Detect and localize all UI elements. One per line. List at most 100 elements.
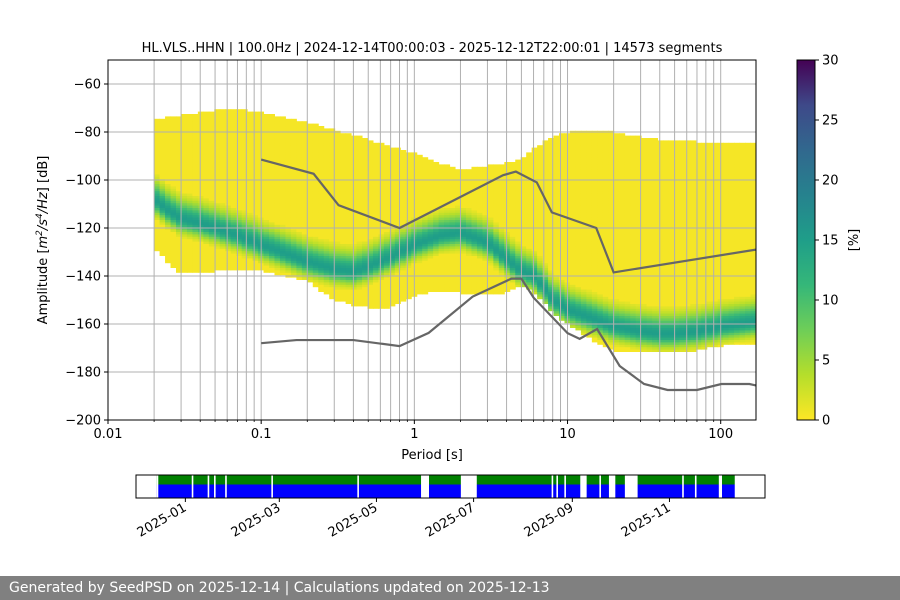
heatmap-cell — [504, 188, 511, 192]
heatmap-cell — [548, 140, 555, 144]
heatmap-cell — [438, 277, 445, 280]
heatmap-cell — [279, 181, 286, 184]
heatmap-cell — [372, 260, 379, 264]
heatmap-cell — [487, 272, 494, 276]
heatmap-cell — [526, 229, 533, 232]
heatmap-cell — [389, 207, 396, 211]
heatmap-cell — [312, 236, 319, 240]
heatmap-cell — [378, 188, 385, 192]
heatmap-cell — [378, 229, 385, 232]
heatmap-cell — [400, 176, 407, 180]
heatmap-cell — [340, 195, 347, 199]
heatmap-cell — [269, 157, 275, 160]
heatmap-cell — [383, 159, 390, 163]
heatmap-cell — [405, 250, 412, 254]
heatmap-cell — [340, 248, 347, 252]
heatmap-cell — [208, 207, 215, 211]
heatmap-cell — [296, 236, 303, 240]
heatmap-cell — [225, 260, 232, 264]
heatmap-cell — [493, 202, 500, 206]
heatmap-cell — [559, 294, 565, 297]
heatmap-cell — [165, 126, 172, 129]
heatmap-cell — [181, 219, 188, 223]
heatmap-cell — [334, 186, 341, 189]
heatmap-cell — [176, 133, 182, 136]
heatmap-cell — [192, 210, 199, 213]
heatmap-cell — [460, 253, 467, 256]
heatmap-cell — [219, 238, 226, 242]
heatmap-cell — [482, 202, 489, 206]
heatmap-cell — [318, 135, 325, 139]
heatmap-cell — [427, 193, 434, 196]
heatmap-cell — [181, 159, 188, 163]
heatmap-cell — [165, 188, 172, 192]
heatmap-cell — [159, 133, 166, 136]
heatmap-cell — [559, 258, 565, 261]
heatmap-cell — [449, 282, 456, 285]
heatmap-cell — [482, 169, 489, 172]
heatmap-cell — [329, 205, 336, 208]
heatmap-cell — [378, 296, 385, 300]
heatmap-cell — [362, 262, 369, 266]
heatmap-cell — [362, 140, 369, 144]
heatmap-cell — [318, 234, 325, 237]
heatmap-cell — [487, 265, 494, 268]
heatmap-cell — [405, 236, 412, 240]
heatmap-cell — [269, 142, 275, 146]
heatmap-cell — [208, 111, 215, 115]
heatmap-cell — [274, 186, 281, 189]
heatmap-cell — [203, 164, 210, 168]
heatmap-cell — [296, 162, 303, 165]
heatmap-cell — [471, 231, 478, 235]
heatmap-cell — [285, 207, 292, 211]
heatmap-cell — [181, 145, 188, 148]
heatmap-column — [520, 157, 527, 288]
heatmap-cell — [334, 260, 341, 264]
heatmap-cell — [394, 267, 401, 271]
heatmap-cell — [509, 193, 516, 196]
heatmap-cell — [279, 238, 286, 242]
heatmap-cell — [526, 205, 533, 208]
heatmap-cell — [236, 222, 243, 225]
heatmap-cell — [526, 241, 533, 244]
heatmap-cell — [274, 142, 281, 146]
heatmap-cell — [537, 284, 544, 288]
heatmap-cell — [378, 294, 385, 297]
heatmap-cell — [230, 164, 237, 168]
heatmap-cell — [531, 217, 538, 220]
heatmap-cell — [301, 217, 308, 220]
heatmap-cell — [345, 142, 352, 146]
heatmap-cell — [186, 166, 193, 170]
heatmap-cell — [307, 152, 314, 156]
heatmap-cell — [269, 133, 275, 136]
heatmap-cell — [214, 128, 221, 132]
heatmap-cell — [559, 241, 565, 244]
heatmap-cell — [176, 255, 182, 259]
heatmap-cell — [394, 272, 401, 276]
heatmap-cell — [362, 289, 369, 292]
heatmap-cell — [356, 166, 363, 170]
heatmap-cell — [367, 250, 374, 254]
heatmap-cell — [230, 186, 237, 189]
heatmap-cell — [296, 231, 303, 235]
heatmap-cell — [559, 286, 565, 290]
heatmap-cell — [285, 186, 292, 189]
heatmap-cell — [515, 270, 522, 273]
heatmap-cell — [312, 267, 319, 271]
heatmap-cell — [252, 140, 259, 144]
heatmap-cell — [487, 262, 494, 266]
heatmap-cell — [329, 198, 336, 201]
heatmap-cell — [466, 169, 472, 172]
heatmap-cell — [569, 195, 576, 199]
heatmap-cell — [372, 193, 379, 196]
heatmap-cell — [362, 286, 369, 290]
heatmap-cell — [285, 265, 292, 268]
heatmap-cell — [263, 229, 270, 232]
heatmap-cell — [389, 258, 396, 261]
heatmap-cell — [548, 255, 555, 259]
heatmap-cell — [329, 246, 336, 249]
heatmap-cell — [296, 174, 303, 177]
heatmap-cell — [542, 157, 549, 160]
heatmap-cell — [323, 181, 330, 184]
heatmap-cell — [553, 267, 560, 271]
